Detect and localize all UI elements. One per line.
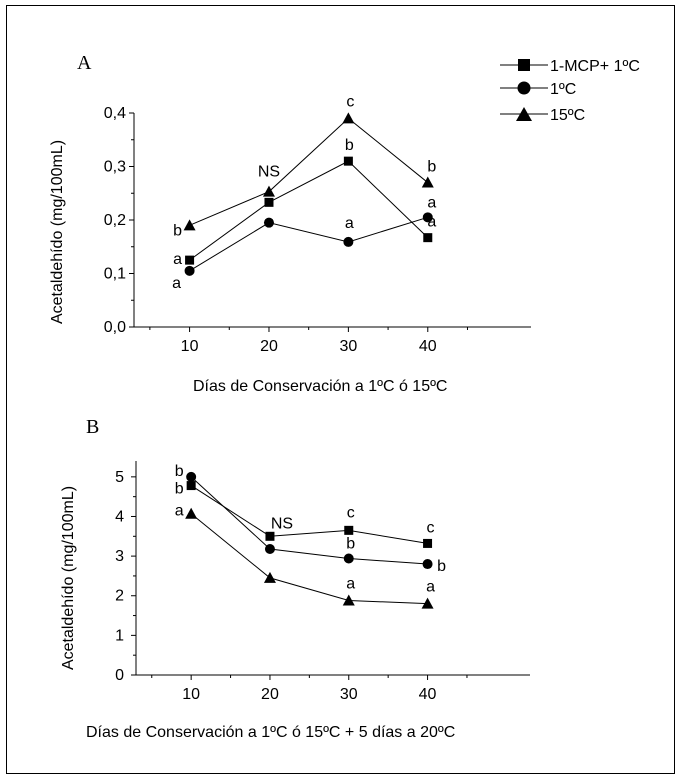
x-tick-label: 30	[340, 686, 358, 703]
series-line-triangle	[190, 513, 428, 605]
significance-label: a	[175, 503, 184, 520]
data-point-triangle	[421, 597, 434, 609]
y-tick-label: 0,1	[104, 266, 126, 283]
y-tick-label: 3	[115, 548, 124, 565]
significance-label: b	[346, 535, 355, 552]
significance-label: b	[175, 481, 184, 498]
y-tick-label: 2	[115, 588, 124, 605]
significance-label: c	[347, 504, 355, 521]
data-point-circle	[264, 543, 275, 554]
significance-label: a	[427, 194, 436, 211]
data-point-circle	[343, 236, 354, 247]
significance-label: a	[346, 575, 355, 592]
legend-marker-circle	[517, 81, 531, 95]
x-tick-label: 10	[181, 338, 199, 355]
significance-label: b	[437, 558, 446, 575]
y-tick-label: 4	[115, 508, 124, 525]
y-tick-label: 0	[115, 667, 124, 684]
legend-label-1c: 1ºC	[550, 81, 576, 98]
data-point-triangle	[263, 571, 276, 583]
significance-label: NS	[271, 515, 293, 532]
y-tick-label: 0,0	[104, 319, 126, 336]
significance-label: b	[173, 222, 182, 239]
series-line-circle	[190, 476, 428, 565]
legend-marker-triangle	[516, 107, 532, 121]
x-tick-label: 40	[419, 686, 437, 703]
chart-b-ylabel: Acetaldehído (mg/100mL)	[60, 486, 77, 670]
series-line-square	[189, 160, 429, 261]
y-tick-label: 0,3	[104, 159, 126, 176]
legend-label-mcp: 1-MCP+ 1ºC	[550, 58, 640, 75]
significance-label: c	[346, 93, 354, 110]
x-tick-label: 10	[182, 686, 200, 703]
data-point-circle	[186, 471, 197, 482]
y-tick-label: 5	[115, 469, 124, 486]
significance-label: b	[427, 159, 436, 176]
chart-b: Días de Conservación a 1ºC ó 15ºC + 5 dí…	[60, 461, 530, 741]
data-point-square	[343, 156, 353, 166]
data-point-triangle	[183, 219, 196, 231]
x-tick-label: 30	[339, 338, 357, 355]
x-tick-label: 40	[419, 338, 437, 355]
significance-label: b	[345, 137, 354, 154]
series-line-circle	[189, 216, 428, 272]
panel-a-letter: A	[77, 52, 92, 74]
y-tick-label: 1	[115, 627, 124, 644]
data-point-square	[344, 525, 354, 535]
significance-label: a	[427, 214, 436, 231]
data-point-circle	[263, 217, 274, 228]
data-point-circle	[184, 265, 195, 276]
significance-label: a	[426, 579, 435, 596]
significance-label: a	[172, 275, 181, 292]
series-line-triangle	[189, 117, 429, 226]
x-tick-label: 20	[260, 338, 278, 355]
data-point-square	[423, 233, 433, 243]
chart-a-ylabel: Acetaldehído (mg/100mL)	[49, 140, 66, 324]
data-point-triangle	[342, 594, 355, 606]
data-point-square	[186, 481, 196, 491]
data-point-triangle	[185, 507, 198, 519]
data-point-square	[265, 531, 275, 541]
significance-label: a	[345, 215, 354, 232]
legend: 1-MCP+ 1ºC 1ºC 15ºC	[500, 58, 640, 124]
data-point-triangle	[342, 112, 355, 124]
panel-b-letter: B	[86, 416, 99, 438]
significance-label: b	[175, 463, 184, 480]
chart-a: Días de Conservación a 1ºC ó 15ºC Acetal…	[49, 93, 531, 395]
legend-marker-square	[518, 59, 530, 71]
data-point-triangle	[262, 185, 275, 197]
data-point-square	[264, 197, 274, 207]
x-tick-label: 20	[261, 686, 279, 703]
chart-a-xlabel: Días de Conservación a 1ºC ó 15ºC	[193, 378, 447, 395]
significance-label: a	[173, 251, 182, 268]
data-point-square	[423, 538, 433, 548]
figure-frame	[6, 5, 675, 774]
chart-b-xlabel: Días de Conservación a 1ºC ó 15ºC + 5 dí…	[86, 724, 455, 741]
legend-label-15c: 15ºC	[550, 107, 585, 124]
data-point-circle	[422, 559, 433, 570]
y-tick-label: 0,4	[104, 105, 126, 122]
data-point-circle	[343, 553, 354, 564]
significance-label: c	[427, 519, 435, 536]
series-line-square	[190, 485, 428, 544]
data-point-square	[185, 255, 195, 265]
data-point-triangle	[421, 176, 434, 188]
significance-label: NS	[258, 164, 280, 181]
y-tick-label: 0,2	[104, 212, 126, 229]
data-point-circle	[422, 212, 433, 223]
